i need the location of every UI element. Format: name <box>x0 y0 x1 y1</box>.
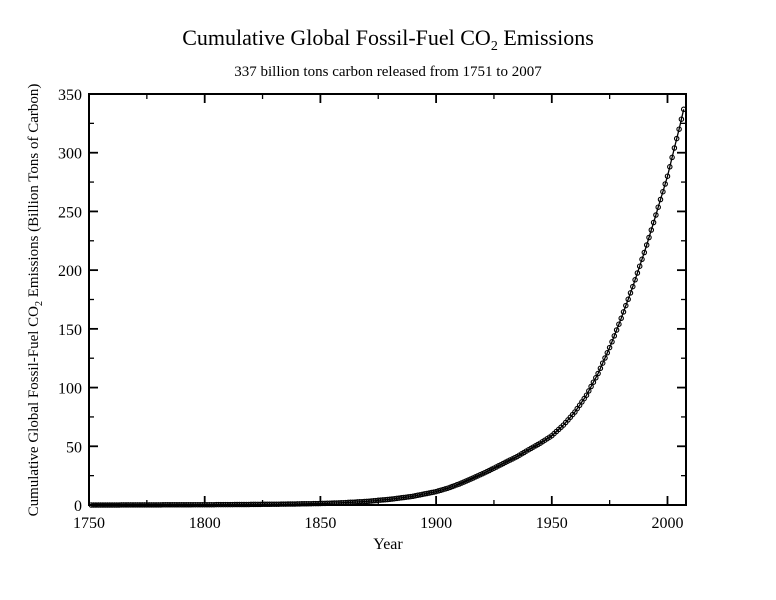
data-point <box>636 263 643 269</box>
y-axis-label-prefix: Cumulative Global Fossil-Fuel CO <box>26 306 42 517</box>
y-tick-label: 0 <box>74 498 82 515</box>
data-point <box>595 370 601 377</box>
y-axis-label: Cumulative Global Fossil-Fuel CO2 Emissi… <box>26 84 45 517</box>
data-point <box>680 106 687 113</box>
data-point <box>673 135 680 142</box>
data-point <box>599 360 606 366</box>
y-tick-label: 50 <box>66 439 82 456</box>
data-point <box>634 270 641 276</box>
data-point <box>586 388 592 394</box>
x-tick-labels: 1750 1800 1850 1900 1950 2000 <box>73 515 683 532</box>
data-point <box>604 350 611 356</box>
data-point <box>590 379 597 385</box>
data-point <box>616 321 622 327</box>
x-tick-label: 1800 <box>189 515 221 532</box>
plot-frame <box>88 93 687 506</box>
y-tick-label: 250 <box>58 204 82 221</box>
data-point <box>653 212 659 218</box>
data-point <box>639 256 645 263</box>
data-point <box>609 339 615 345</box>
y-tick-label: 200 <box>58 263 82 280</box>
data-point <box>588 383 594 390</box>
y-tick-label: 350 <box>58 87 82 104</box>
data-point <box>593 375 599 381</box>
data-point <box>676 126 682 132</box>
data-point <box>650 219 657 226</box>
x-tick-label: 1950 <box>536 515 568 532</box>
data-point <box>662 181 668 187</box>
data-point <box>657 196 664 203</box>
x-tick-label: 1750 <box>73 515 105 532</box>
data-point <box>625 296 631 303</box>
chart-subtitle: 337 billion tons carbon released from 17… <box>234 64 542 80</box>
data-point <box>583 392 590 398</box>
data-point <box>660 188 666 195</box>
y-tick-label: 150 <box>58 322 82 339</box>
data-point <box>613 327 620 333</box>
chart-title: Cumulative Global Fossil-Fuel CO2 Emissi… <box>182 25 594 54</box>
data-point <box>641 249 648 256</box>
series-line <box>91 109 685 506</box>
data-series <box>88 106 687 508</box>
data-point <box>597 365 604 372</box>
chart-title-suffix: Emissions <box>498 25 594 50</box>
axis-ticks <box>88 93 686 506</box>
data-point <box>671 145 678 151</box>
data-point <box>655 204 661 210</box>
data-point <box>667 164 673 170</box>
data-point <box>669 154 675 161</box>
y-tick-labels: 0 50 100 150 200 250 300 350 <box>58 87 82 515</box>
data-point <box>648 227 655 233</box>
chart-title-subscript: 2 <box>491 39 498 54</box>
x-tick-label: 1850 <box>304 515 336 532</box>
data-point <box>602 355 608 361</box>
x-axis-label: Year <box>373 536 403 553</box>
data-point <box>627 290 634 296</box>
chart-title-prefix: Cumulative Global Fossil-Fuel CO <box>182 25 491 50</box>
y-axis-label-subscript: 2 <box>34 301 45 306</box>
data-point <box>606 344 613 351</box>
data-point <box>664 173 671 179</box>
y-axis-label-suffix: Emissions (Billion Tons of Carbon) <box>26 84 42 301</box>
data-point <box>643 242 650 248</box>
data-point <box>630 283 636 290</box>
y-tick-label: 300 <box>58 146 82 163</box>
data-point <box>442 486 449 492</box>
data-point <box>611 333 618 339</box>
data-point <box>678 116 685 122</box>
data-point <box>618 315 624 322</box>
data-point <box>632 277 638 283</box>
x-tick-label: 1900 <box>420 515 452 532</box>
data-point <box>623 302 629 309</box>
data-point <box>620 309 627 315</box>
y-tick-label: 100 <box>58 381 82 398</box>
x-tick-label: 2000 <box>651 515 683 532</box>
data-point <box>646 234 652 241</box>
